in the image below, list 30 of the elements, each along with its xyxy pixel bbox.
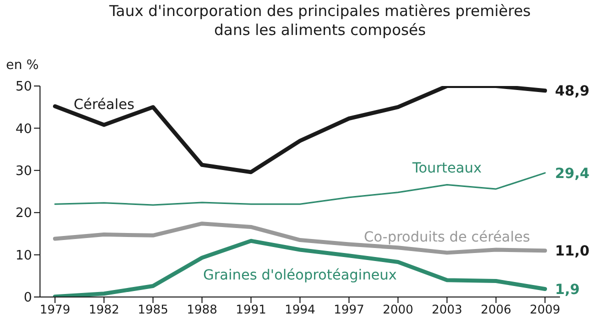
chart-title: Taux d'incorporation des principales matières premières dans les aliments composés bbox=[108, 2, 532, 40]
x-tick-label: 1997 bbox=[334, 302, 364, 317]
y-axis-title: en % bbox=[6, 58, 39, 73]
x-tick-label: 2009 bbox=[530, 302, 560, 317]
y-tick-label: 10 bbox=[15, 248, 32, 264]
x-tick-label: 1985 bbox=[138, 302, 168, 317]
series-label: Graines d'oléoprotéagineux bbox=[203, 268, 397, 284]
line-series bbox=[53, 86, 547, 174]
series-label: Co-produits de céréales bbox=[364, 230, 530, 246]
x-tick-label: 2000 bbox=[382, 302, 414, 317]
series-label: Tourteaux bbox=[411, 160, 482, 177]
y-tick-label: 0 bbox=[24, 290, 32, 306]
x-tick-label: 2003 bbox=[432, 302, 462, 317]
data-label: 29,4 bbox=[555, 166, 590, 182]
x-tick-label: 1988 bbox=[186, 302, 218, 317]
data-label: 1,9 bbox=[555, 282, 580, 298]
y-tick-label: 40 bbox=[15, 122, 32, 137]
line-series bbox=[54, 172, 546, 206]
y-tick-label: 30 bbox=[15, 164, 32, 180]
x-tick-label: 1994 bbox=[284, 302, 316, 317]
y-tick-label: 20 bbox=[15, 206, 32, 222]
x-tick-label: 1979 bbox=[40, 302, 70, 317]
series-label: Céréales bbox=[74, 96, 134, 113]
x-tick-label: 1991 bbox=[236, 302, 266, 317]
data-label: 11,0 bbox=[555, 244, 590, 260]
x-tick-label: 1982 bbox=[88, 302, 120, 317]
y-tick-label: 50 bbox=[15, 80, 32, 95]
x-tick-label: 2006 bbox=[480, 302, 512, 317]
data-label: 48,9 bbox=[555, 84, 590, 100]
line-series bbox=[53, 222, 547, 255]
